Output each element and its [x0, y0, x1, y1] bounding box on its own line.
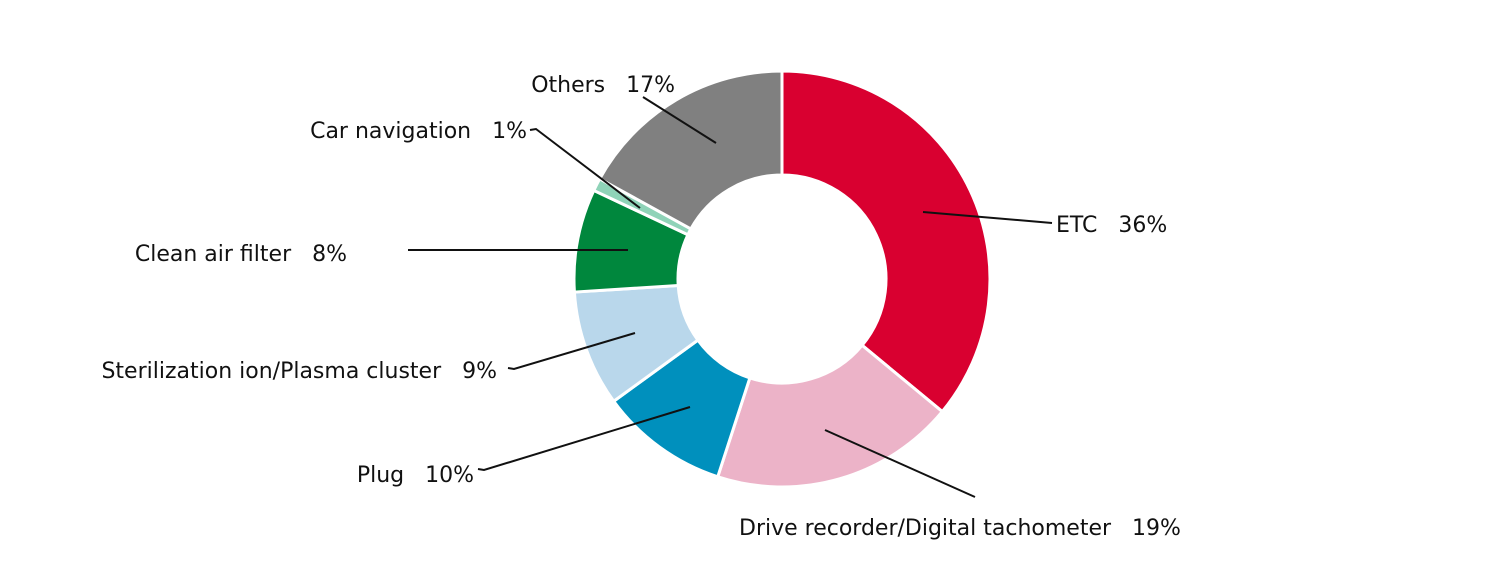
- leader-line-etc: [922, 211, 1053, 224]
- label-others: Others 17%: [531, 73, 675, 98]
- slice-labels: ETC 36% Drive recorder/Digital tachomete…: [101, 73, 1180, 541]
- label-clean-air-filter: Clean air filter 8%: [135, 242, 347, 267]
- leader-line-plug: [477, 406, 691, 472]
- label-plug: Plug 10%: [357, 463, 474, 488]
- donut-slices: [572, 69, 992, 489]
- leader-line-others: [642, 96, 717, 144]
- leader-line-drive: [824, 429, 976, 498]
- leader-line-car-nav: [529, 127, 641, 209]
- slice-others: [597, 69, 784, 231]
- leader-line-sterilization: [507, 332, 636, 371]
- label-etc: ETC 36%: [1056, 213, 1167, 238]
- label-car-navigation: Car navigation 1%: [310, 119, 527, 144]
- slice-etc: [780, 69, 992, 414]
- label-drive-recorder: Drive recorder/Digital tachometer 19%: [739, 516, 1181, 541]
- label-sterilization: Sterilization ion/Plasma cluster 9%: [101, 359, 497, 384]
- leader-lines: [408, 96, 1053, 498]
